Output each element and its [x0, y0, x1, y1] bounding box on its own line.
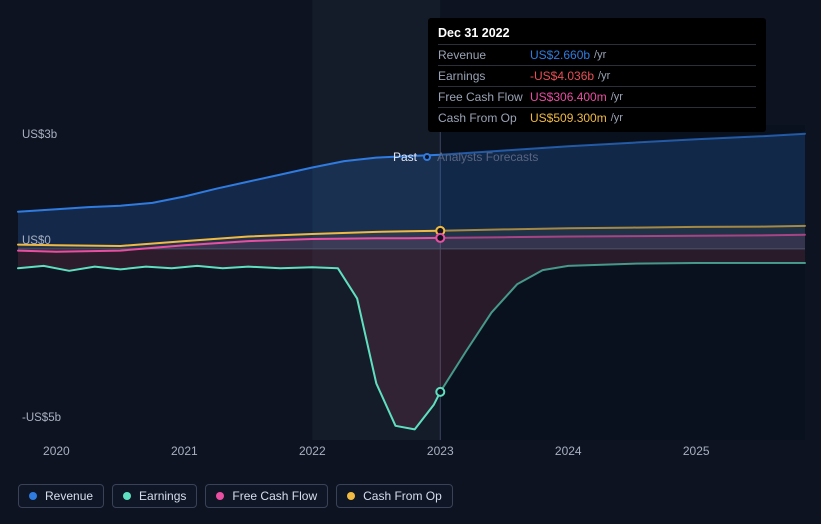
legend-item-revenue[interactable]: Revenue: [18, 484, 104, 508]
x-axis-label: 2020: [43, 444, 70, 458]
tooltip-label: Free Cash Flow: [438, 89, 530, 105]
forecast-label: Analysts Forecasts: [437, 150, 538, 164]
legend-label: Cash From Op: [363, 489, 442, 503]
tooltip-value: US$2.660b: [530, 47, 590, 63]
y-axis-label: US$0: [22, 235, 51, 247]
tooltip-row-earnings: Earnings-US$4.036b/yr: [438, 65, 756, 86]
x-axis-label: 2023: [427, 444, 454, 458]
legend-label: Free Cash Flow: [232, 489, 317, 503]
past-forecast-divider-label: Past Analysts Forecasts: [393, 150, 538, 164]
tooltip-unit: /yr: [611, 110, 623, 126]
legend-item-free-cash-flow[interactable]: Free Cash Flow: [205, 484, 328, 508]
marker-free-cash-flow: [436, 234, 444, 242]
legend-dot-icon: [123, 492, 131, 500]
divider-dot-icon: [423, 153, 431, 161]
tooltip-label: Revenue: [438, 47, 530, 63]
tooltip-value: -US$4.036b: [530, 68, 594, 84]
tooltip-unit: /yr: [598, 68, 610, 84]
tooltip-date: Dec 31 2022: [438, 24, 756, 44]
marker-earnings: [436, 388, 444, 396]
y-axis-label: -US$5b: [22, 412, 61, 424]
chart-legend: Revenue Earnings Free Cash Flow Cash From O…: [18, 484, 453, 508]
legend-label: Revenue: [45, 489, 93, 503]
tooltip-label: Earnings: [438, 68, 530, 84]
tooltip-row-revenue: RevenueUS$2.660b/yr: [438, 44, 756, 65]
tooltip-label: Cash From Op: [438, 110, 530, 126]
x-axis-label: 2022: [299, 444, 326, 458]
past-label: Past: [393, 150, 417, 164]
earnings-revenue-chart: US$3b US$0 -US$5b 2020 2021 2022 2023 2024 2025 P…: [0, 0, 821, 524]
legend-dot-icon: [216, 492, 224, 500]
tooltip-unit: /yr: [594, 47, 606, 63]
legend-item-cash-from-op[interactable]: Cash From Op: [336, 484, 453, 508]
x-axis-label: 2024: [555, 444, 582, 458]
chart-tooltip: Dec 31 2022RevenueUS$2.660b/yrEarnings-U…: [428, 18, 766, 132]
legend-dot-icon: [347, 492, 355, 500]
legend-dot-icon: [29, 492, 37, 500]
tooltip-value: US$306.400m: [530, 89, 607, 105]
x-axis-label: 2021: [171, 444, 198, 458]
legend-item-earnings[interactable]: Earnings: [112, 484, 197, 508]
x-axis-label: 2025: [683, 444, 710, 458]
tooltip-unit: /yr: [611, 89, 623, 105]
y-axis-label: US$3b: [22, 129, 57, 141]
tooltip-row-cash-from-op: Cash From OpUS$509.300m/yr: [438, 107, 756, 128]
legend-label: Earnings: [139, 489, 186, 503]
tooltip-row-free-cash-flow: Free Cash FlowUS$306.400m/yr: [438, 86, 756, 107]
tooltip-value: US$509.300m: [530, 110, 607, 126]
